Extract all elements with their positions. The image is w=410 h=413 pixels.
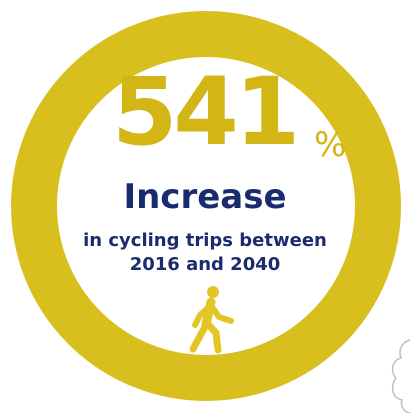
walking-person-icon	[189, 286, 234, 354]
stat-headline: Increase	[123, 177, 287, 217]
stat-number: 541	[112, 58, 300, 167]
stat-description-line-1: in cycling trips between	[83, 230, 327, 251]
stat-unit: %	[314, 125, 347, 165]
stat-description-line-2: 2016 and 2040	[129, 254, 281, 275]
corner-doodle	[391, 339, 410, 413]
